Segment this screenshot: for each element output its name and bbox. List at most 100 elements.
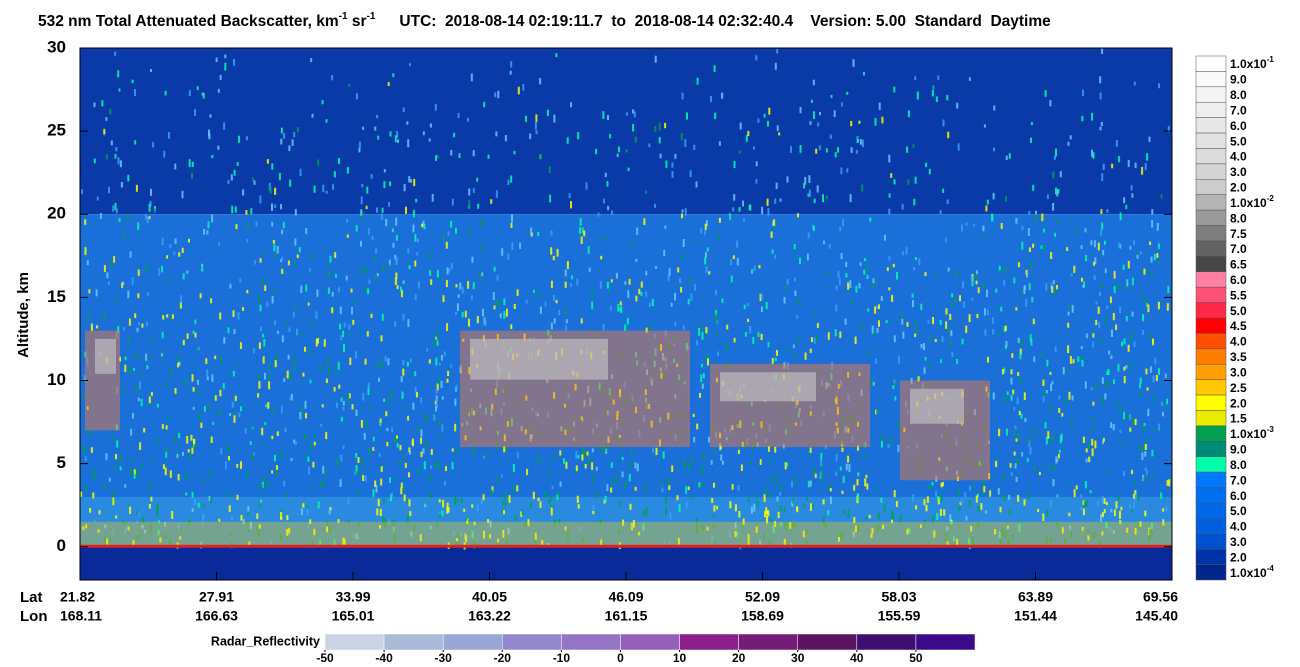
- noise-speck: [174, 388, 177, 394]
- radar-tick-label: 10: [673, 651, 687, 665]
- noise-speck: [378, 453, 381, 457]
- noise-speck: [1106, 380, 1109, 388]
- noise-speck: [355, 533, 358, 540]
- colorbar-label-text: 1.0x10: [1230, 57, 1267, 71]
- noise-speck: [223, 122, 226, 130]
- noise-speck: [1069, 525, 1072, 530]
- noise-speck: [1054, 232, 1057, 237]
- noise-speck: [547, 411, 550, 419]
- colorbar-label: 7.0: [1230, 104, 1247, 118]
- noise-speck: [872, 278, 875, 284]
- noise-speck: [578, 227, 581, 235]
- noise-speck: [1019, 352, 1022, 360]
- noise-speck: [603, 386, 606, 395]
- noise-speck: [128, 366, 131, 375]
- noise-speck: [430, 465, 433, 470]
- noise-speck: [90, 323, 93, 332]
- noise-speck: [505, 386, 508, 393]
- noise-speck: [738, 207, 741, 212]
- noise-speck: [460, 531, 462, 537]
- noise-speck: [482, 494, 485, 501]
- noise-speck: [328, 510, 331, 515]
- noise-speck: [420, 437, 423, 444]
- noise-speck: [333, 386, 336, 392]
- noise-speck: [738, 511, 741, 518]
- noise-speck: [609, 134, 612, 139]
- noise-speck: [916, 91, 919, 100]
- noise-speck: [1067, 345, 1070, 354]
- noise-speck: [1091, 149, 1093, 157]
- colorbar-label: 1.0x10-3: [1230, 425, 1274, 441]
- noise-speck: [217, 88, 220, 93]
- noise-speck: [103, 537, 106, 542]
- noise-speck: [556, 248, 559, 257]
- noise-speck: [1138, 384, 1141, 389]
- noise-speck: [404, 408, 407, 412]
- noise-speck: [645, 403, 648, 409]
- colorbar-swatch: [1195, 471, 1227, 488]
- noise-speck: [1109, 296, 1112, 304]
- noise-speck: [1029, 334, 1032, 342]
- noise-speck: [457, 449, 459, 455]
- noise-speck: [331, 291, 334, 297]
- noise-speck: [999, 539, 1002, 548]
- noise-speck: [454, 398, 457, 406]
- noise-speck: [1099, 76, 1102, 84]
- noise-speck: [713, 482, 715, 488]
- noise-speck: [491, 412, 494, 417]
- noise-speck: [811, 440, 814, 447]
- noise-speck: [841, 490, 844, 495]
- noise-speck: [935, 491, 937, 497]
- noise-speck: [1023, 285, 1026, 290]
- title-part: 532 nm Total Attenuated Backscatter, km: [38, 13, 339, 30]
- noise-speck: [549, 335, 552, 342]
- noise-speck: [496, 275, 499, 281]
- noise-speck: [595, 423, 598, 428]
- noise-speck: [476, 503, 479, 511]
- colorbar-label-text: 2.0: [1230, 551, 1247, 565]
- noise-speck: [468, 318, 470, 327]
- noise-speck: [1119, 212, 1122, 221]
- noise-speck: [275, 354, 278, 361]
- noise-speck: [1091, 448, 1094, 457]
- noise-speck: [807, 480, 810, 488]
- radar-swatch: [915, 633, 976, 651]
- noise-speck: [242, 189, 245, 196]
- noise-speck: [1151, 209, 1154, 215]
- noise-speck: [924, 272, 927, 277]
- noise-speck: [840, 167, 843, 175]
- noise-speck: [1119, 429, 1122, 433]
- noise-speck: [535, 455, 538, 462]
- noise-speck: [802, 503, 805, 508]
- noise-speck: [450, 262, 453, 270]
- noise-speck: [283, 480, 286, 487]
- noise-speck: [250, 424, 253, 429]
- noise-speck: [822, 440, 825, 445]
- noise-speck: [1093, 240, 1096, 248]
- noise-speck: [1104, 318, 1106, 324]
- noise-speck: [459, 365, 462, 373]
- noise-speck: [952, 536, 955, 542]
- noise-speck: [625, 112, 628, 116]
- noise-speck: [747, 130, 750, 137]
- noise-speck: [255, 526, 258, 532]
- noise-speck: [481, 245, 484, 251]
- noise-speck: [791, 501, 794, 507]
- noise-speck: [1125, 316, 1128, 322]
- noise-speck: [730, 275, 733, 283]
- noise-speck: [698, 482, 701, 488]
- noise-speck: [285, 321, 288, 326]
- noise-speck: [566, 137, 569, 144]
- noise-speck: [116, 440, 119, 448]
- noise-speck: [1141, 452, 1144, 460]
- noise-speck: [618, 434, 621, 438]
- noise-speck: [1015, 438, 1018, 442]
- noise-speck: [678, 439, 681, 444]
- noise-speck: [806, 529, 809, 534]
- noise-speck: [380, 360, 383, 369]
- noise-speck: [165, 425, 168, 430]
- noise-speck: [514, 515, 517, 521]
- noise-speck: [196, 86, 199, 91]
- noise-speck: [472, 188, 475, 193]
- noise-speck: [932, 317, 934, 325]
